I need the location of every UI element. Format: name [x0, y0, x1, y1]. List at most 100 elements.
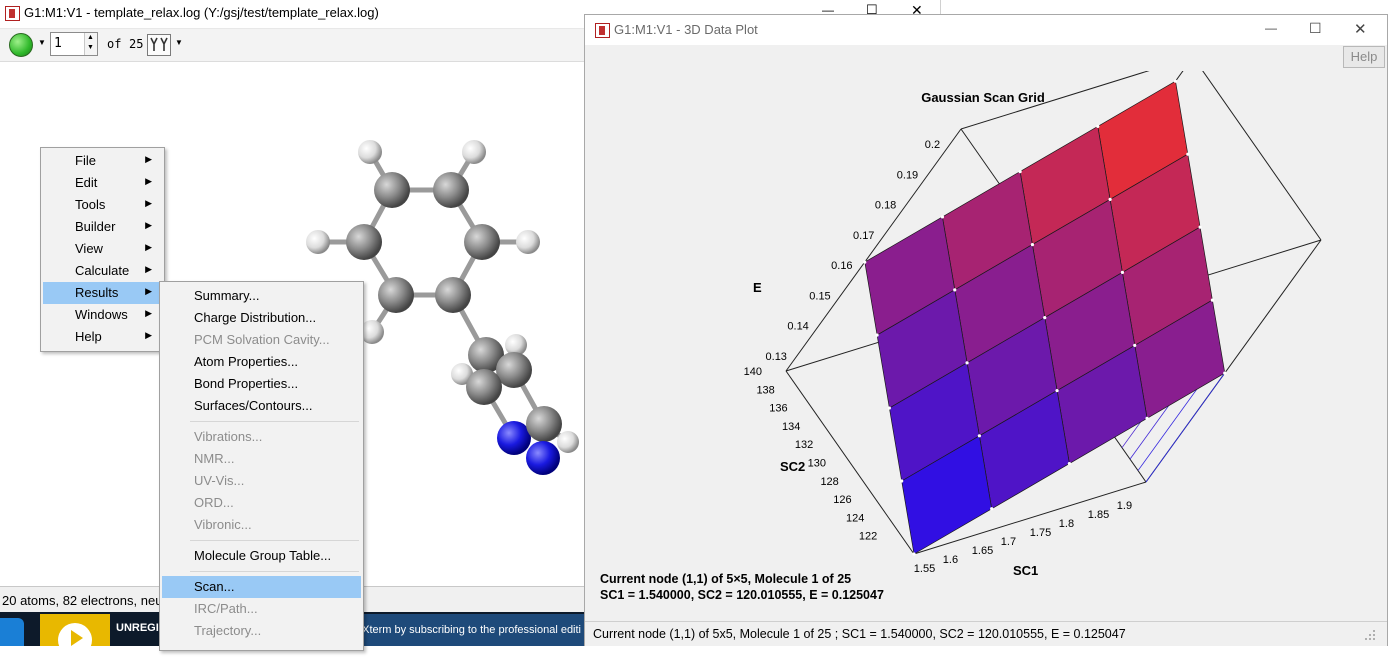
molecule-spinbox[interactable]: 1 ▲ ▼: [50, 32, 98, 56]
plot-close-button[interactable]: ✕: [1354, 21, 1367, 38]
plot-window-title: G1:M1:V1 - 3D Data Plot: [614, 22, 758, 37]
plot-maximize-button[interactable]: ☐: [1309, 20, 1322, 36]
menu-item-builder[interactable]: Builder ▶: [75, 219, 152, 234]
main-maximize-button[interactable]: ☐: [866, 2, 878, 17]
y-tick-label: 140: [744, 366, 762, 378]
x-tick-label: 1.7: [1001, 536, 1016, 548]
y-tick-label: 132: [795, 439, 813, 451]
menu-item-calculate[interactable]: Calculate ▶: [75, 263, 152, 278]
status-dropdown-arrow-icon[interactable]: ▼: [38, 38, 46, 47]
submenu-item-scan[interactable]: Scan...: [162, 576, 361, 598]
plot-app-icon: [595, 23, 610, 38]
submenu-arrow-icon: ▶: [145, 220, 152, 230]
plot-status-text: Current node (1,1) of 5x5, Molecule 1 of…: [593, 627, 1126, 641]
submenu-item-vibronic: Vibronic...: [194, 517, 252, 532]
menu-item-file[interactable]: File ▶: [75, 153, 152, 168]
submenu-item-ord: ORD...: [194, 495, 234, 510]
menu-item-results[interactable]: Results ▶: [43, 282, 162, 304]
z-tick-label: 0.2: [925, 139, 940, 151]
main-minimize-button[interactable]: —: [822, 3, 834, 17]
y-tick-label: 138: [756, 384, 774, 396]
y-tick-label: 124: [846, 512, 864, 524]
grid-node: [863, 260, 867, 264]
grid-node: [977, 434, 981, 438]
submenu-item-surfaces-contours[interactable]: Surfaces/Contours...: [194, 398, 313, 413]
spin-buttons[interactable]: ▲ ▼: [84, 33, 97, 55]
grid-node: [1186, 152, 1190, 156]
submenu-item-summary[interactable]: Summary...: [194, 288, 260, 303]
submenu-arrow-icon: ▶: [145, 242, 152, 252]
y-tick-label: 128: [820, 476, 838, 488]
submenu-item-nmr: NMR...: [194, 451, 235, 466]
main-close-button[interactable]: ✕: [911, 2, 923, 18]
help-button[interactable]: Help: [1343, 46, 1385, 68]
grid-node: [940, 215, 945, 219]
hatch-line: [1145, 372, 1226, 483]
results-submenu: Summary... Charge Distribution... PCM So…: [159, 281, 364, 651]
z-tick-label: 0.13: [766, 351, 787, 363]
y-tick-label: 134: [782, 421, 800, 433]
grid-node: [1030, 243, 1035, 247]
plot-window: G1:M1:V1 - 3D Data Plot — ☐ ✕ Help 1.55 1…: [584, 14, 1388, 646]
grid-node: [1210, 298, 1215, 302]
y-tick-label: 130: [808, 458, 826, 470]
submenu-item-molecule-group-table[interactable]: Molecule Group Table...: [194, 548, 332, 563]
animation-dropdown-arrow-icon[interactable]: ▼: [175, 38, 183, 47]
submenu-arrow-icon: ▶: [145, 308, 152, 318]
surface-plot[interactable]: 1.55 1.6 1.65 1.7 1.75 1.8 1.85 1.9 122 124 126 128…: [585, 56, 1381, 619]
menu-item-help[interactable]: Help ▶: [75, 329, 152, 344]
submenu-arrow-icon: ▶: [145, 198, 152, 208]
grid-node: [1096, 124, 1100, 129]
y-axis-label: SC2: [780, 459, 805, 474]
box-edge: [1192, 56, 1322, 241]
submenu-item-irc-path: IRC/Path...: [194, 601, 258, 616]
grid-node: [1018, 170, 1022, 174]
node-annotation-line1: Current node (1,1) of 5×5, Molecule 1 of…: [600, 572, 851, 586]
submenu-item-charge-distribution[interactable]: Charge Distribution...: [194, 310, 317, 325]
molecule-spinbox-value[interactable]: 1: [54, 36, 62, 51]
plot-minimize-button[interactable]: —: [1265, 21, 1277, 35]
menu-item-edit[interactable]: Edit ▶: [75, 175, 152, 190]
spin-up-icon[interactable]: ▲: [87, 34, 94, 41]
grid-node: [1145, 416, 1149, 420]
submenu-arrow-icon: ▶: [145, 264, 152, 274]
grid-node: [1067, 461, 1071, 466]
menu-separator: [190, 421, 359, 422]
grid-node: [1133, 343, 1137, 347]
menu-item-view[interactable]: View ▶: [75, 241, 152, 256]
green-status-icon[interactable]: [9, 33, 33, 57]
molecule-total: 25: [129, 37, 144, 51]
spin-down-icon[interactable]: ▼: [87, 44, 94, 51]
submenu-item-atom-properties[interactable]: Atom Properties...: [194, 354, 299, 369]
x-tick-label: 1.75: [1030, 527, 1051, 539]
z-axis-label: E: [753, 280, 762, 295]
grid-node: [900, 479, 904, 483]
start-button[interactable]: [0, 618, 24, 646]
grid-node: [1043, 316, 1047, 320]
z-tick-label: 0.18: [875, 200, 896, 212]
molecule-structure[interactable]: [0, 62, 584, 586]
x-tick-label: 1.55: [914, 563, 935, 575]
submenu-item-vibrations: Vibrations...: [194, 429, 263, 444]
grid-node: [1173, 79, 1178, 83]
menu-item-windows[interactable]: Windows ▶: [75, 307, 152, 322]
background-window-strip: [940, 0, 1388, 14]
animation-icon[interactable]: [147, 34, 171, 56]
menu-item-tools[interactable]: Tools ▶: [75, 197, 152, 212]
gaussview-app-icon: [5, 6, 20, 21]
taskbar-app-label: UNREGI: [116, 622, 159, 634]
x-tick-label: 1.9: [1117, 500, 1132, 512]
node-annotation-line2: SC1 = 1.540000, SC2 = 120.010555, E = 0.…: [600, 588, 884, 602]
z-tick-label: 0.15: [809, 290, 830, 302]
menu-separator: [190, 571, 359, 572]
menu-separator: [190, 540, 359, 541]
context-menu: File ▶ Edit ▶ Tools ▶ Builder ▶ View ▶ Calcul…: [40, 147, 165, 352]
submenu-item-bond-properties[interactable]: Bond Properties...: [194, 376, 299, 391]
resize-grip-icon[interactable]: [1363, 628, 1377, 640]
grid-node: [1055, 388, 1059, 393]
grid-node: [1198, 225, 1202, 229]
mobaxterm-tile[interactable]: [40, 614, 110, 657]
chart-title: Gaussian Scan Grid: [921, 90, 1045, 105]
ad-banner-text: aXterm by subscribing to the professiona…: [356, 624, 582, 636]
plot-canvas[interactable]: 1.55 1.6 1.65 1.7 1.75 1.8 1.85 1.9 122 124 126 128…: [585, 56, 1381, 619]
